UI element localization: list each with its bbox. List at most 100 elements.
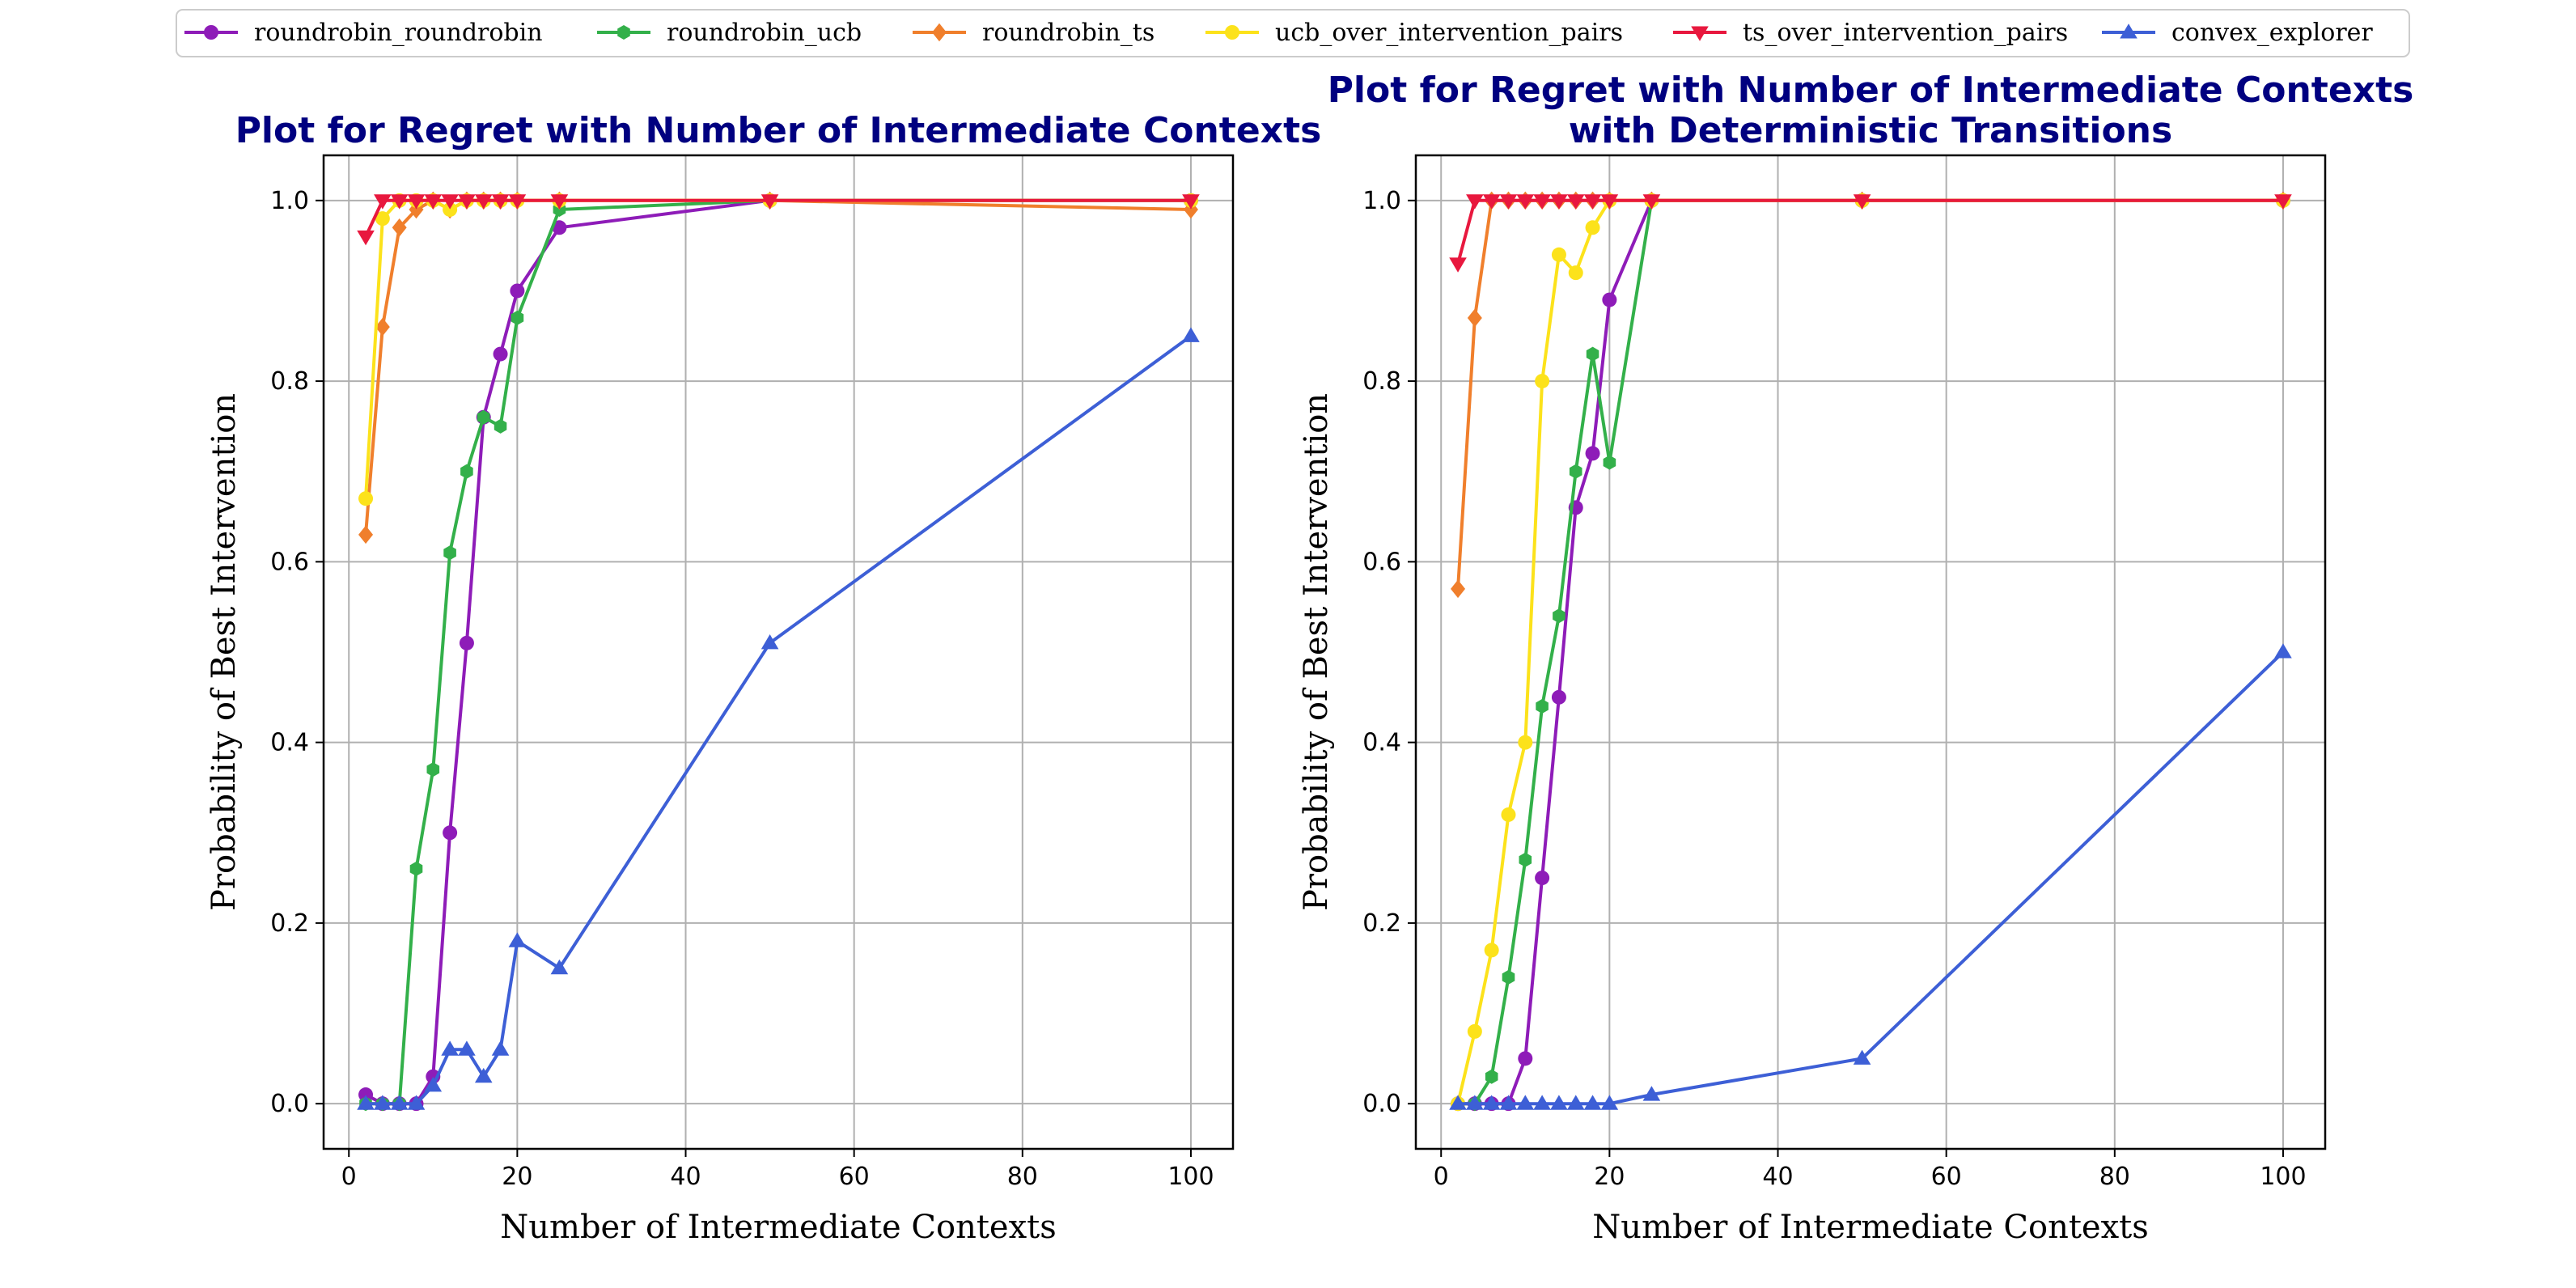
data-point-ts-over-intervention-pairs — [491, 194, 510, 210]
x-tick-label: 100 — [2260, 1163, 2306, 1191]
legend-entry-roundrobin-ts: roundrobin_ts — [913, 19, 1155, 47]
data-point-ts-over-intervention-pairs — [441, 194, 459, 210]
data-point-ts-over-intervention-pairs — [424, 194, 443, 210]
data-point-ucb-over-intervention-pairs — [358, 491, 374, 506]
data-point-roundrobin-roundrobin — [358, 1087, 374, 1103]
y-tick-label: 0.8 — [1362, 367, 1401, 396]
x-tick-label: 100 — [1167, 1163, 1214, 1191]
legend: roundrobin_roundrobin roundrobin_ucb round… — [176, 9, 2410, 57]
legend-marker — [2120, 23, 2137, 39]
data-point-ts-over-intervention-pairs — [407, 194, 426, 210]
data-point-ts-over-intervention-pairs — [390, 194, 409, 210]
series-ts-over-intervention-pairs — [357, 194, 1200, 246]
data-point-roundrobin-roundrobin — [1518, 1051, 1533, 1066]
data-point-ts-over-intervention-pairs — [474, 194, 493, 210]
data-point-roundrobin-ucb — [1536, 699, 1549, 714]
data-point-convex-explorer — [550, 959, 569, 975]
y-axis-label: Probability of Best Intervention — [205, 393, 243, 911]
data-point-ts-over-intervention-pairs — [1516, 194, 1535, 210]
legend-label: ts_over_intervention_pairs — [1743, 19, 2068, 47]
y-tick-label: 0.8 — [270, 367, 309, 396]
data-point-convex-explorer — [357, 1095, 375, 1110]
data-point-ucb-over-intervention-pairs — [1467, 1023, 1482, 1039]
x-axis-label: Number of Intermediate Contexts — [500, 1209, 1057, 1246]
data-point-roundrobin-ucb — [494, 418, 507, 434]
y-tick-label: 0.4 — [1362, 729, 1401, 757]
data-point-roundrobin-ucb — [477, 409, 490, 425]
x-tick-label: 40 — [1762, 1163, 1793, 1191]
data-point-convex-explorer — [458, 1040, 476, 1056]
data-point-ts-over-intervention-pairs — [374, 194, 392, 210]
data-point-convex-explorer — [508, 932, 527, 947]
data-point-roundrobin-ts — [1467, 308, 1482, 328]
x-tick-label: 20 — [1594, 1163, 1625, 1191]
data-point-ts-over-intervention-pairs — [508, 194, 527, 210]
data-point-roundrobin-ucb — [460, 464, 473, 479]
data-point-convex-explorer — [1642, 1086, 1661, 1101]
legend-entry-ucb-over-intervention-pairs: ucb_over_intervention_pairs — [1205, 19, 1623, 47]
data-point-ts-over-intervention-pairs — [761, 194, 779, 210]
y-tick-label: 1.0 — [1362, 187, 1401, 215]
legend-label: roundrobin_ts — [982, 19, 1155, 47]
data-point-roundrobin-ucb — [409, 861, 423, 876]
data-point-ucb-over-intervention-pairs — [1568, 265, 1583, 281]
data-point-ts-over-intervention-pairs — [1482, 194, 1501, 210]
data-point-roundrobin-ucb — [1519, 852, 1532, 867]
data-point-convex-explorer — [1449, 1095, 1467, 1110]
data-point-roundrobin-ucb — [1586, 346, 1599, 362]
legend-marker — [617, 25, 630, 40]
data-point-convex-explorer — [1583, 1095, 1602, 1110]
data-point-convex-explorer — [1600, 1095, 1619, 1110]
data-point-convex-explorer — [1482, 1095, 1501, 1110]
x-tick-label: 60 — [839, 1163, 870, 1191]
data-point-ts-over-intervention-pairs — [1466, 194, 1484, 210]
data-point-ucb-over-intervention-pairs — [1484, 943, 1499, 958]
legend-label: roundrobin_ucb — [667, 19, 862, 47]
y-tick-label: 0.2 — [270, 909, 309, 938]
data-point-roundrobin-ts — [392, 218, 407, 237]
legend-marker — [1225, 25, 1239, 40]
data-point-ts-over-intervention-pairs — [1550, 194, 1568, 210]
data-point-ts-over-intervention-pairs — [357, 230, 375, 246]
data-point-convex-explorer — [1853, 1049, 1871, 1065]
data-point-roundrobin-roundrobin — [1602, 292, 1617, 307]
data-point-convex-explorer — [1550, 1095, 1568, 1110]
data-point-convex-explorer — [1182, 327, 1200, 342]
data-point-convex-explorer — [1516, 1095, 1535, 1110]
x-tick-label: 0 — [341, 1163, 357, 1191]
x-tick-label: 0 — [1434, 1163, 1449, 1191]
legend-label: ucb_over_intervention_pairs — [1275, 19, 1623, 47]
data-point-ucb-over-intervention-pairs — [443, 201, 458, 217]
legend-marker — [204, 25, 218, 40]
data-point-roundrobin-roundrobin — [443, 825, 458, 841]
data-point-ts-over-intervention-pairs — [2274, 194, 2292, 210]
data-point-roundrobin-roundrobin — [1535, 871, 1550, 886]
data-point-ts-over-intervention-pairs — [1566, 194, 1585, 210]
data-point-convex-explorer — [407, 1095, 426, 1110]
x-tick-label: 20 — [502, 1163, 532, 1191]
data-point-convex-explorer — [1499, 1095, 1518, 1110]
y-tick-label: 0.6 — [1362, 548, 1401, 576]
data-point-roundrobin-ts — [358, 525, 374, 544]
legend-marker — [932, 23, 947, 42]
legend-entry-convex-explorer: convex_explorer — [2102, 19, 2373, 47]
data-point-ts-over-intervention-pairs — [1182, 194, 1200, 210]
data-point-ts-over-intervention-pairs — [458, 194, 476, 210]
data-point-roundrobin-ucb — [1569, 464, 1582, 479]
plot-frame — [322, 154, 1235, 1150]
y-tick-label: 0.0 — [1362, 1090, 1401, 1118]
data-point-convex-explorer — [441, 1040, 459, 1056]
data-point-ts-over-intervention-pairs — [1449, 257, 1467, 273]
data-point-convex-explorer — [424, 1077, 443, 1092]
data-point-ts-over-intervention-pairs — [1853, 194, 1871, 210]
data-point-roundrobin-ucb — [1553, 608, 1566, 624]
chart-panel-right: 0 20 40 60 80 100 0.0 0.2 0.4 0.6 0.8 1.0 Number of … — [1298, 70, 2413, 1246]
legend-label: roundrobin_roundrobin — [254, 19, 543, 47]
data-point-convex-explorer — [474, 1067, 493, 1083]
y-tick-label: 0.6 — [270, 548, 309, 576]
data-point-ucb-over-intervention-pairs — [1501, 807, 1516, 822]
y-tick-label: 0.0 — [270, 1090, 309, 1118]
y-axis-label: Probability of Best Intervention — [1298, 393, 1335, 911]
x-tick-label: 40 — [670, 1163, 701, 1191]
